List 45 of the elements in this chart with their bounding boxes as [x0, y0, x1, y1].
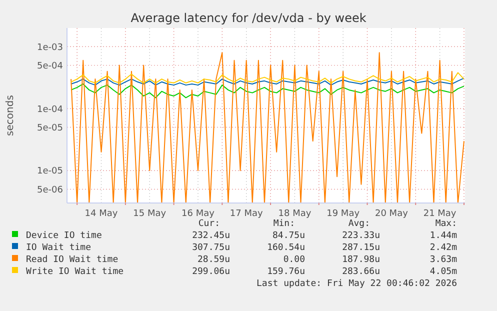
x-tick-label: 14 May — [84, 209, 118, 219]
x-tick-label: 19 May — [326, 209, 360, 219]
text: 1.44m — [430, 231, 457, 241]
text: 187.98u — [342, 255, 380, 265]
x-tick-label: 17 May — [230, 209, 264, 219]
line-series — [70, 83, 464, 98]
line-series — [70, 52, 464, 204]
line-series — [70, 78, 464, 86]
x-tick-label: 16 May — [182, 209, 216, 219]
y-tick-label: 5e-06 — [37, 185, 64, 196]
text: 307.75u — [192, 243, 230, 253]
text: 159.76u — [267, 267, 305, 277]
text: 2.42m — [430, 243, 457, 253]
y-tick-label: 1e-04 — [37, 104, 64, 115]
text: Last update: Fri May 22 00:46:02 2026 — [256, 279, 457, 289]
text: 160.54u — [267, 243, 305, 253]
y-axis-title: seconds — [5, 95, 16, 136]
y-tick-label: 5e-05 — [37, 123, 63, 134]
x-tick-label: 15 May — [133, 209, 167, 219]
text: 223.33u — [342, 231, 380, 241]
text: 299.06u — [192, 267, 230, 277]
line-series — [70, 72, 464, 84]
text: 84.75u — [272, 231, 305, 241]
legend-label: Read IO Wait time — [26, 255, 118, 265]
y-tick-label: 1e-05 — [37, 166, 63, 177]
text: Cur: — [198, 219, 220, 229]
text: 28.59u — [197, 255, 230, 265]
text: 3.63m — [430, 255, 457, 265]
text: 283.66u — [342, 267, 380, 277]
text: 4.05m — [430, 267, 457, 277]
legend-label: Device IO time — [26, 231, 102, 241]
y-tick-label: 5e-04 — [37, 61, 64, 72]
y-tick-label: 1e-03 — [37, 42, 63, 53]
x-tick-label: 18 May — [278, 209, 312, 219]
text: Avg: — [348, 219, 370, 229]
x-tick-label: 20 May — [374, 209, 409, 219]
chart-title: Average latency for /dev/vda - by week — [130, 11, 366, 25]
text: 287.15u — [342, 243, 380, 253]
text: Max: — [435, 219, 457, 229]
text: 0.00 — [283, 255, 305, 265]
text: 232.45u — [192, 231, 230, 241]
legend-label: Write IO Wait time — [26, 267, 124, 277]
x-tick-label: 21 May — [423, 209, 457, 219]
text: Min: — [273, 219, 295, 229]
legend-label: IO Wait time — [26, 243, 92, 253]
